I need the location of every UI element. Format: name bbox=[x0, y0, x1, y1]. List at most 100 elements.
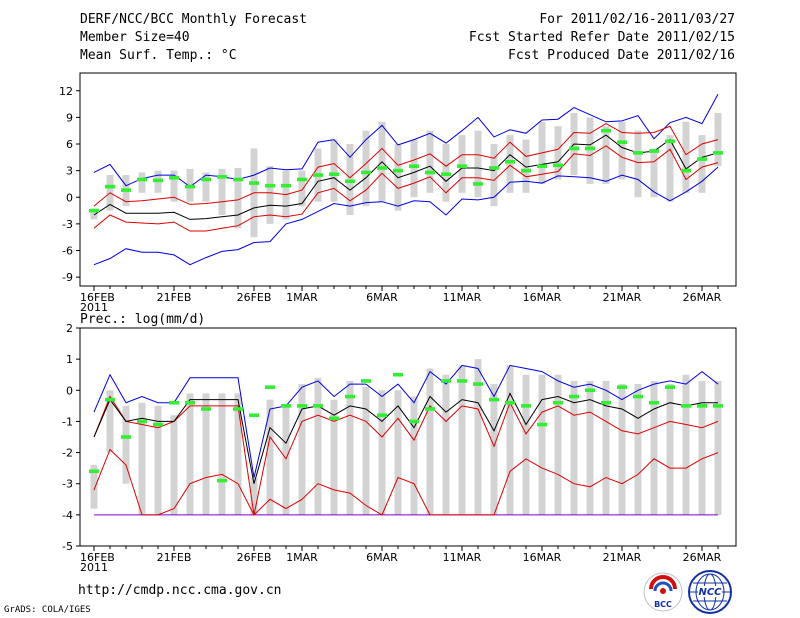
x-tick-label: 26MAR bbox=[683, 551, 722, 564]
observation-marker bbox=[281, 404, 291, 408]
spread-box bbox=[106, 390, 114, 453]
bcc-logo-icon: BCC bbox=[643, 572, 683, 612]
observation-marker bbox=[521, 168, 531, 173]
spread-box bbox=[266, 166, 274, 224]
spread-box bbox=[714, 112, 722, 167]
y-tick-label: 12 bbox=[59, 85, 73, 98]
observation-marker bbox=[617, 385, 627, 389]
y-tick-label: -2 bbox=[62, 447, 73, 460]
spread-box bbox=[634, 384, 642, 515]
y-tick-label: -5 bbox=[62, 540, 73, 553]
spread-box bbox=[154, 405, 162, 515]
x-tick-label: 6MAR bbox=[366, 291, 398, 304]
observation-marker bbox=[201, 177, 211, 182]
spread-box bbox=[298, 170, 306, 207]
spread-box bbox=[458, 365, 466, 515]
observation-marker bbox=[201, 407, 211, 411]
ncc-logo-icon: NCC bbox=[688, 570, 732, 614]
y-tick-label: 6 bbox=[66, 138, 73, 151]
spread-box bbox=[698, 380, 706, 515]
observation-marker bbox=[473, 382, 483, 386]
y-tick-label: -3 bbox=[62, 218, 73, 231]
x-tick-label: 21MAR bbox=[603, 291, 642, 304]
spread-box bbox=[506, 135, 514, 193]
x-tick-label: 16MAR bbox=[523, 551, 562, 564]
observation-marker bbox=[601, 128, 611, 133]
observation-marker bbox=[409, 419, 419, 424]
observation-marker bbox=[681, 404, 691, 408]
observation-marker bbox=[633, 151, 643, 155]
spread-box bbox=[602, 380, 610, 515]
y-tick-label: -9 bbox=[62, 271, 73, 284]
observation-marker bbox=[393, 372, 403, 377]
observation-marker bbox=[601, 400, 611, 405]
observation-marker bbox=[649, 149, 659, 153]
observation-marker bbox=[537, 164, 547, 168]
observation-marker bbox=[489, 166, 499, 170]
x-tick-label: 21MAR bbox=[603, 551, 642, 564]
spread-box bbox=[138, 172, 146, 193]
spread-box bbox=[170, 415, 178, 515]
spread-box bbox=[362, 387, 370, 515]
y-tick-label: -3 bbox=[62, 478, 73, 491]
lower-line bbox=[93, 145, 719, 232]
spread-box bbox=[314, 377, 322, 515]
x-tick-label: 16MAR bbox=[523, 291, 562, 304]
spread-box bbox=[586, 117, 594, 184]
observation-marker bbox=[249, 413, 259, 417]
y-tick-label: 3 bbox=[66, 165, 73, 178]
spread-box bbox=[650, 148, 658, 198]
y-tick-label: 2 bbox=[66, 322, 73, 335]
x-tick-label: 26FEB bbox=[237, 291, 272, 304]
spread-box bbox=[570, 380, 578, 515]
observation-marker bbox=[457, 379, 467, 383]
observation-marker bbox=[169, 175, 179, 180]
observation-marker bbox=[569, 146, 579, 151]
x-tick-label: 21FEB bbox=[157, 291, 192, 304]
mean-line bbox=[93, 392, 718, 484]
spread-box bbox=[426, 130, 434, 193]
lower-line bbox=[93, 448, 719, 516]
spread-box bbox=[698, 135, 706, 193]
header-started-date: Fcst Started Refer Date 2011/02/15 bbox=[468, 30, 735, 45]
observation-marker bbox=[297, 177, 307, 182]
header-produced-date: Fcst Produced Date 2011/02/16 bbox=[508, 48, 735, 63]
observation-marker bbox=[329, 416, 339, 421]
spread-box bbox=[474, 359, 482, 515]
spread-box bbox=[634, 130, 642, 198]
x-tick-label: 11MAR bbox=[443, 551, 482, 564]
spread-box bbox=[218, 168, 226, 215]
spread-box bbox=[682, 121, 690, 193]
x-tick-label: 2011 bbox=[80, 561, 108, 574]
ncc-logo-text: NCC bbox=[698, 587, 722, 598]
y-tick-label: 0 bbox=[66, 384, 73, 397]
observation-marker bbox=[105, 397, 115, 402]
observation-marker bbox=[121, 435, 131, 439]
observation-marker bbox=[361, 170, 371, 175]
spread-box bbox=[218, 393, 226, 515]
spread-box bbox=[618, 384, 626, 515]
observation-marker bbox=[249, 181, 259, 185]
spread-box bbox=[554, 374, 562, 515]
footer-url[interactable]: http://cmdp.ncc.cma.gov.cn bbox=[78, 583, 282, 598]
spread-box bbox=[458, 135, 466, 193]
x-tick-label: 16FEB bbox=[80, 291, 115, 304]
observation-marker bbox=[553, 163, 563, 168]
spread-box bbox=[170, 170, 178, 202]
observation-marker bbox=[377, 413, 387, 417]
spread-box bbox=[538, 374, 546, 515]
max-line bbox=[93, 94, 719, 188]
spread-box bbox=[378, 390, 386, 515]
spread-box bbox=[586, 380, 594, 515]
observation-marker bbox=[89, 469, 99, 474]
observation-marker bbox=[505, 159, 515, 164]
max-line bbox=[93, 364, 719, 478]
spread-box bbox=[602, 126, 610, 184]
x-tick-label: 26MAR bbox=[683, 291, 722, 304]
spread-box bbox=[410, 139, 418, 198]
spread-box bbox=[394, 390, 402, 515]
observation-marker bbox=[153, 422, 163, 427]
spread-box bbox=[410, 396, 418, 515]
spread-box bbox=[474, 130, 482, 198]
observation-marker bbox=[233, 177, 243, 182]
